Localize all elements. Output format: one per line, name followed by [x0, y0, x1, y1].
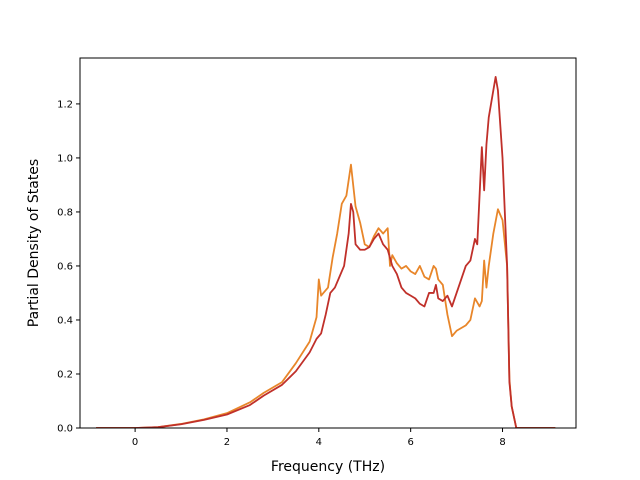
- y-axis-title: Partial Density of States: [26, 159, 42, 327]
- x-tick-label: 4: [316, 437, 322, 448]
- x-tick-label: 0: [132, 437, 138, 448]
- y-tick-label: 0.0: [57, 424, 73, 435]
- x-axis-title: Frequency (THz): [271, 459, 385, 475]
- x-tick-label: 6: [407, 437, 413, 448]
- series-line-2: [96, 76, 556, 428]
- x-axis-ticks: 0 2 4 6 8: [132, 428, 506, 448]
- y-tick-label: 0.6: [57, 261, 73, 272]
- y-tick-label: 1.0: [57, 153, 73, 164]
- y-tick-label: 0.8: [57, 207, 73, 218]
- plot-frame: [79, 57, 577, 429]
- y-tick-label: 0.2: [57, 369, 73, 380]
- y-tick-label: 0.4: [57, 315, 73, 326]
- y-tick-label: 1.2: [57, 99, 73, 110]
- y-axis-ticks: 0.0 0.2 0.4 0.6 0.8 1.0 1.2: [57, 99, 80, 435]
- series-layer: [96, 76, 556, 428]
- x-tick-label: 8: [499, 437, 505, 448]
- x-tick-label: 2: [224, 437, 230, 448]
- series-line-1: [96, 163, 556, 428]
